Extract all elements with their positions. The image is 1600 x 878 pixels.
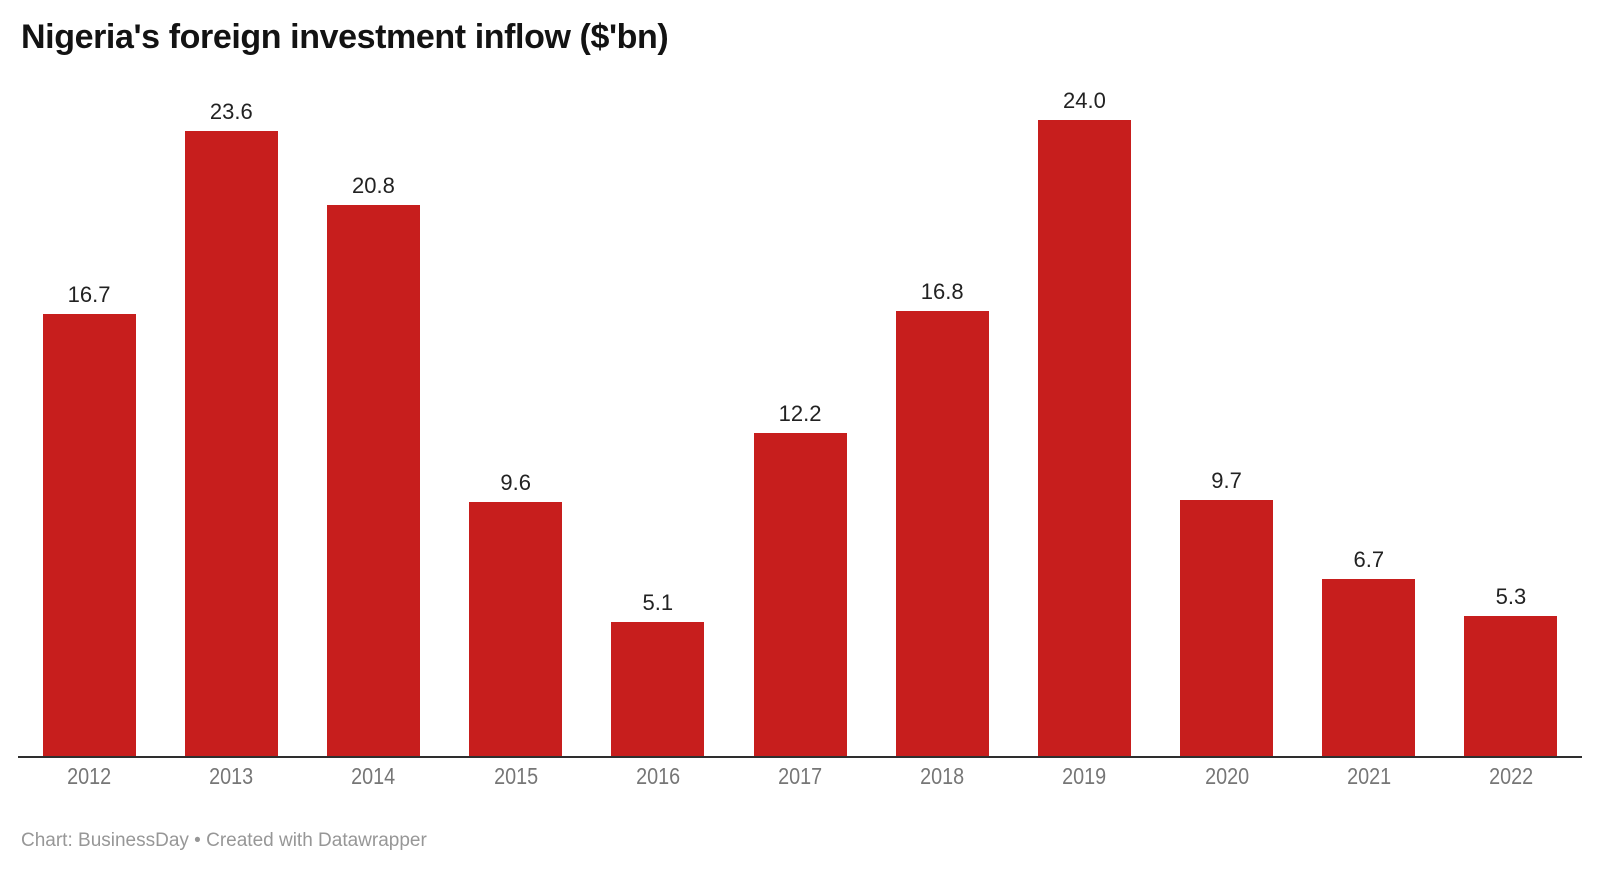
x-tick-label: 2022	[1488, 763, 1533, 789]
bar-group-2013: 23.6	[160, 88, 302, 757]
bar-group-2022: 5.3	[1440, 88, 1582, 757]
bar-value-label: 6.7	[1353, 547, 1385, 573]
bar-value-label: 9.6	[500, 470, 531, 496]
plot-area: 16.7 23.6 20.8 9.6 5.1 12.2 16.8 24.0 9.7 6.7 5.3	[18, 88, 1582, 757]
x-tick-label: 2012	[67, 763, 112, 789]
bar-value-label: 9.7	[1211, 467, 1242, 493]
x-tick-label: 2017	[778, 763, 823, 789]
bar-value-label: 24.0	[1062, 88, 1106, 113]
bar-group-2015: 9.6	[445, 88, 587, 757]
bar	[1180, 499, 1274, 757]
bar	[895, 311, 989, 757]
x-tick-label: 2019	[1062, 763, 1107, 789]
bar-group-2019: 24.0	[1013, 88, 1155, 757]
x-tick-label: 2013	[209, 763, 254, 789]
bar-group-2020: 9.7	[1156, 88, 1298, 757]
bar-value-label: 16.8	[920, 279, 964, 305]
bar-group-2017: 12.2	[729, 88, 871, 757]
bar	[753, 433, 847, 757]
bar	[326, 204, 420, 757]
bar	[42, 313, 136, 757]
bar	[1464, 616, 1558, 757]
bar-value-label: 12.2	[778, 401, 822, 427]
bar	[1322, 579, 1416, 757]
x-tick-label: 2014	[351, 763, 396, 789]
bar	[611, 621, 705, 757]
x-tick-label: 2015	[493, 763, 538, 789]
bar	[184, 130, 278, 757]
bar-group-2021: 6.7	[1298, 88, 1440, 757]
bar-group-2012: 16.7	[18, 88, 160, 757]
bar-value-label: 20.8	[352, 172, 395, 198]
bar	[1037, 120, 1131, 757]
bar-value-label: 16.7	[67, 281, 111, 307]
x-axis-tick-row: 2012 2013 2014 2015 2016 2017 2018 2019 2020 2021…	[18, 763, 1582, 790]
x-tick-label: 2020	[1204, 763, 1249, 789]
bar-group-2014: 20.8	[302, 88, 444, 757]
bar-group-2018: 16.8	[871, 88, 1013, 757]
bar	[469, 502, 563, 757]
chart-credit: Chart: BusinessDay • Created with Datawr…	[21, 830, 427, 851]
x-tick-label: 2021	[1346, 763, 1391, 789]
chart-title: Nigeria's foreign investment inflow ($'b…	[21, 18, 669, 56]
bar-value-label: 5.1	[642, 589, 674, 615]
bar-value-label: 23.6	[209, 98, 253, 124]
bar-value-label: 5.3	[1495, 584, 1527, 610]
x-tick-label: 2016	[635, 763, 680, 789]
bar-group-2016: 5.1	[587, 88, 729, 757]
x-tick-label: 2018	[920, 763, 965, 789]
x-axis-line	[18, 756, 1582, 758]
